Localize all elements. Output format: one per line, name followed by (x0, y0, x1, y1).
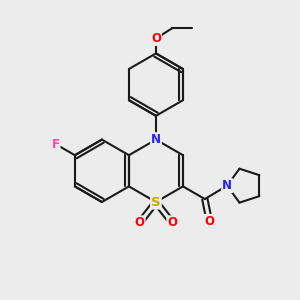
Text: F: F (52, 138, 60, 151)
Text: N: N (222, 179, 232, 192)
Text: O: O (151, 32, 161, 45)
Text: O: O (135, 216, 145, 229)
Text: S: S (151, 196, 161, 208)
Text: O: O (204, 215, 214, 228)
Text: O: O (167, 216, 177, 229)
Text: N: N (151, 133, 161, 146)
